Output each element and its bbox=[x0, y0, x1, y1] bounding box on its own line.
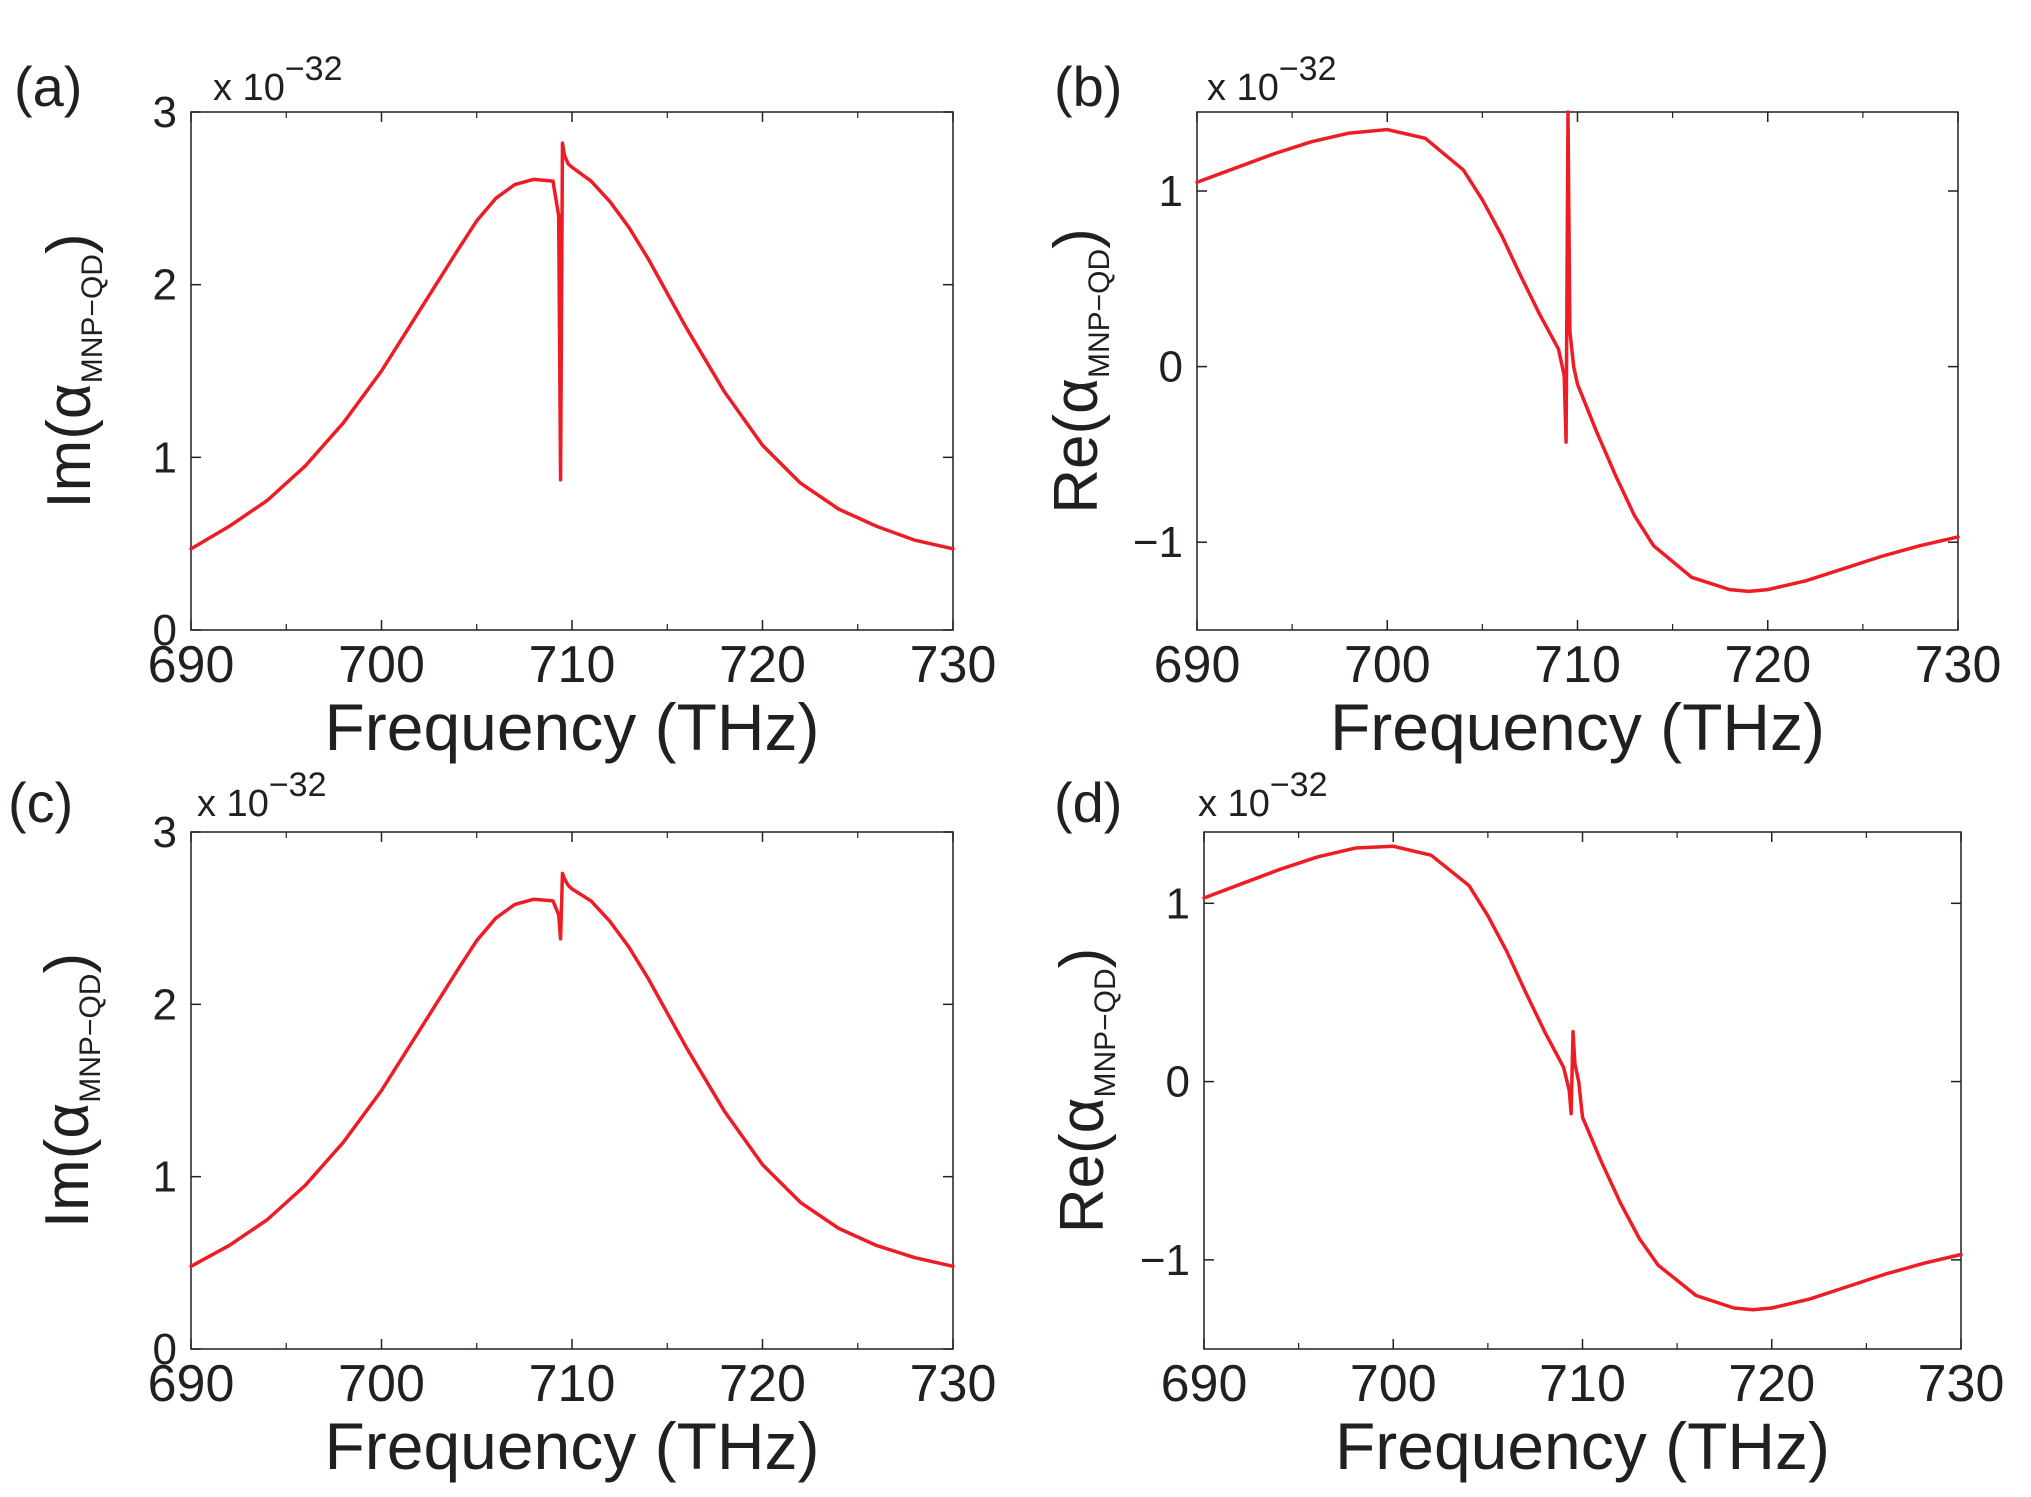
y-axis-label: Re(αMNP−QD) bbox=[1042, 228, 1116, 514]
y-label-subscript: MNP−QD bbox=[74, 974, 107, 1103]
axes-box bbox=[190, 831, 954, 1350]
panel-b: 690 700 710 720 730 −1 0 1 (b) x 10−32 Frequency (… bbox=[1042, 50, 2001, 764]
y-tick-label: 1 bbox=[1166, 879, 1190, 928]
y-label-prefix: Im( bbox=[35, 419, 104, 509]
y-label-suffix: ) bbox=[1048, 948, 1117, 969]
x-tick-label: 730 bbox=[910, 1355, 997, 1413]
multiplier-exponent: −32 bbox=[285, 50, 343, 88]
y-label-subscript: MNP−QD bbox=[76, 254, 109, 383]
axis-multiplier: x 10−32 bbox=[1207, 50, 1337, 109]
axes-box bbox=[1196, 111, 1959, 631]
x-tick-label: 690 bbox=[1154, 636, 1241, 694]
x-tick-label: 730 bbox=[1915, 636, 2002, 694]
y-tick-label: 0 bbox=[153, 1325, 177, 1374]
x-tick-label: 710 bbox=[529, 1355, 616, 1413]
multiplier-exponent: −32 bbox=[1279, 50, 1337, 88]
x-tick-label: 700 bbox=[338, 636, 425, 694]
x-tick-label: 710 bbox=[1534, 636, 1621, 694]
x-axis-label: Frequency (THz) bbox=[324, 690, 819, 764]
x-tick-label: 730 bbox=[910, 636, 997, 694]
y-axis-label: Im(αMNP−QD) bbox=[35, 233, 109, 508]
x-tick-label: 690 bbox=[1161, 1355, 1248, 1413]
x-tick-label: 720 bbox=[719, 636, 806, 694]
y-tick-label: 1 bbox=[153, 1153, 177, 1202]
y-label-symbol: α bbox=[35, 383, 104, 419]
panel-c: 690 700 710 720 730 0 1 2 3 (c) x 10−32 Frequency (… bbox=[8, 766, 996, 1483]
y-label-symbol: α bbox=[1048, 1098, 1117, 1134]
y-label-symbol: α bbox=[1042, 378, 1111, 414]
multiplier-base: x 10 bbox=[1207, 67, 1279, 109]
x-axis-label: Frequency (THz) bbox=[1335, 1409, 1830, 1483]
multiplier-base: x 10 bbox=[197, 783, 269, 825]
y-label-prefix: Re( bbox=[1048, 1133, 1117, 1233]
x-tick-label: 720 bbox=[719, 1355, 806, 1413]
x-tick-label: 690 bbox=[148, 636, 235, 694]
data-series-line bbox=[1195, 110, 1960, 594]
y-axis-label: Re(αMNP−QD) bbox=[1048, 948, 1122, 1234]
data-series-line bbox=[189, 871, 955, 1269]
x-tick-label: 700 bbox=[338, 1355, 425, 1413]
axes-box bbox=[190, 111, 954, 631]
x-tick-label: 700 bbox=[1350, 1355, 1437, 1413]
multiplier-exponent: −32 bbox=[269, 766, 327, 804]
panel-label: (c) bbox=[8, 771, 73, 834]
y-tick-label: 0 bbox=[1166, 1058, 1190, 1107]
y-tick-label: −1 bbox=[1140, 1236, 1190, 1285]
y-tick-label: 0 bbox=[1159, 343, 1183, 392]
y-label-suffix: ) bbox=[1042, 228, 1111, 249]
y-tick-label: 3 bbox=[153, 808, 177, 857]
y-label-subscript: MNP−QD bbox=[1089, 968, 1122, 1097]
panel-d: 690 700 710 720 730 −1 0 1 (d) x 10−32 Frequency (… bbox=[1048, 766, 2004, 1483]
x-tick-label: 710 bbox=[1539, 1355, 1626, 1413]
x-tick-label: 700 bbox=[1344, 636, 1431, 694]
multiplier-exponent: −32 bbox=[1270, 766, 1328, 804]
x-tick-label: 730 bbox=[1918, 1355, 2005, 1413]
multiplier-base: x 10 bbox=[1198, 783, 1270, 825]
panel-label: (b) bbox=[1054, 55, 1122, 118]
y-label-suffix: ) bbox=[33, 953, 102, 974]
panel-label: (a) bbox=[14, 55, 82, 118]
axes-box bbox=[1203, 831, 1962, 1350]
y-tick-label: 2 bbox=[153, 261, 177, 310]
y-label-suffix: ) bbox=[35, 233, 104, 254]
y-axis-label: Im(αMNP−QD) bbox=[33, 953, 107, 1228]
axis-multiplier: x 10−32 bbox=[213, 50, 343, 109]
y-tick-label: 1 bbox=[1159, 167, 1183, 216]
x-tick-label: 720 bbox=[1724, 636, 1811, 694]
y-tick-label: 3 bbox=[153, 88, 177, 137]
multiplier-base: x 10 bbox=[213, 67, 285, 109]
y-tick-label: 2 bbox=[153, 980, 177, 1029]
y-label-prefix: Im( bbox=[33, 1138, 102, 1228]
x-tick-label: 720 bbox=[1728, 1355, 1815, 1413]
y-tick-label: 0 bbox=[153, 606, 177, 655]
x-axis-label: Frequency (THz) bbox=[324, 1409, 819, 1483]
y-label-symbol: α bbox=[33, 1103, 102, 1139]
data-series-line bbox=[1202, 844, 1963, 1312]
axis-multiplier: x 10−32 bbox=[1198, 766, 1328, 825]
x-tick-label: 710 bbox=[529, 636, 616, 694]
panel-label: (d) bbox=[1054, 771, 1122, 834]
panel-a: 690 700 710 720 730 0 1 2 3 (a) x 10−32 Frequency (… bbox=[14, 50, 996, 764]
y-tick-label: −1 bbox=[1133, 518, 1183, 567]
x-tick-label: 690 bbox=[148, 1355, 235, 1413]
y-tick-label: 1 bbox=[153, 433, 177, 482]
data-series-line bbox=[189, 141, 955, 551]
y-label-subscript: MNP−QD bbox=[1083, 249, 1116, 378]
axis-multiplier: x 10−32 bbox=[197, 766, 327, 825]
y-label-prefix: Re( bbox=[1042, 414, 1111, 514]
x-axis-label: Frequency (THz) bbox=[1330, 690, 1825, 764]
